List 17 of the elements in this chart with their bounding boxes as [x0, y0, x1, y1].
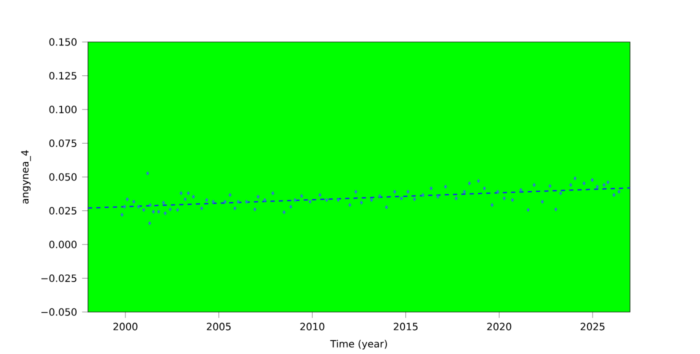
x-tick-label: 2005	[206, 322, 231, 330]
y-tick-label: −0.025	[41, 274, 76, 282]
x-tick-label: 2015	[394, 322, 418, 330]
y-tick-label: 0.125	[49, 72, 76, 80]
y-tick-label: 0.100	[49, 106, 77, 114]
x-tick-label: 2020	[487, 322, 512, 330]
y-tick-label: 0.050	[49, 173, 77, 181]
y-tick-label: 0.025	[49, 206, 76, 214]
x-tick-label: 2010	[300, 322, 324, 330]
y-tick-label: −0.050	[41, 308, 77, 316]
x-tick-label: 2025	[580, 322, 604, 330]
y-tick-label: 0.000	[49, 240, 77, 248]
x-tick-label: 2000	[113, 322, 138, 330]
y-tick-label: 0.150	[49, 38, 77, 46]
x-axis-title: Time (year)	[330, 340, 387, 350]
y-axis-title: angynea_4	[21, 150, 31, 204]
y-tick-label: 0.075	[49, 139, 76, 147]
